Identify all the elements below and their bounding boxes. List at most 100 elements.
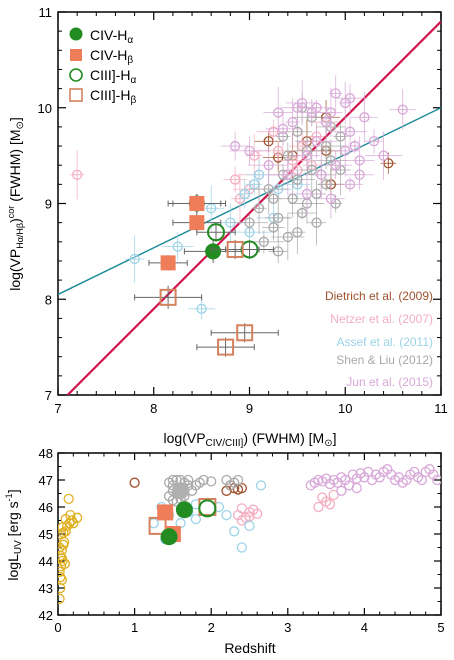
bottom-point-open-circle bbox=[58, 550, 66, 561]
legend-marker-civ-ha bbox=[69, 27, 83, 41]
bottom-point-open-circle bbox=[58, 572, 66, 583]
bottom-point-open-circle bbox=[236, 503, 247, 514]
top-y-tick-label: 10 bbox=[38, 101, 52, 116]
bottom-point-open-circle bbox=[129, 477, 140, 488]
top-y-tick-label: 8 bbox=[45, 292, 52, 307]
top-x-tick-label: 9 bbox=[246, 401, 253, 416]
bottom-point-open-circle bbox=[432, 474, 441, 486]
work-point-civ-hb bbox=[189, 196, 205, 211]
work-point-ciii-ha bbox=[206, 223, 225, 242]
top-ticks: 7 8 9 10 11 7 8 9 10 11 bbox=[38, 5, 448, 416]
work-point-ciii-hb bbox=[226, 240, 244, 258]
top-y-tick-label: 9 bbox=[45, 197, 52, 212]
work-point-ciii-hb bbox=[217, 338, 235, 356]
bottom-point-open-circle bbox=[313, 501, 324, 513]
legend-label-ciii-hb: CIII]-Hβ bbox=[90, 87, 136, 106]
work-point-ciii-hb bbox=[159, 288, 177, 306]
bottom-y-tick-label: 43 bbox=[39, 581, 53, 596]
bottom-x-tick-label: 2 bbox=[208, 620, 215, 635]
bottom-point-open-circle bbox=[198, 499, 217, 518]
lit-legend-dietrich: Dietrich et al. (2009) bbox=[325, 289, 433, 303]
bottom-x-tick-label: 3 bbox=[284, 620, 291, 635]
bottom-point-open-circle bbox=[317, 492, 328, 503]
bottom-point-open-circle bbox=[58, 566, 65, 577]
legend-marker-ciii-hb bbox=[69, 88, 83, 102]
bottom-point-filled-circle bbox=[175, 501, 193, 519]
bottom-point-open-circle bbox=[255, 480, 267, 491]
bottom-point-open-circle bbox=[148, 518, 159, 529]
top-y-tick-label: 11 bbox=[39, 5, 53, 20]
work-point-civ-hb bbox=[160, 255, 176, 271]
top-x-tick-label: 10 bbox=[338, 401, 352, 416]
bottom-points bbox=[58, 464, 441, 604]
bottom-point-open-circle bbox=[351, 482, 362, 494]
bottom-point-open-circle bbox=[236, 542, 247, 553]
bottom-y-axis-label: logLUV [erg s-1] bbox=[4, 489, 24, 580]
bottom-point-open-circle bbox=[167, 474, 179, 486]
bottom-point-open-circle bbox=[252, 508, 263, 519]
bottom-point-open-circle bbox=[190, 480, 202, 491]
bottom-point-open-circle bbox=[58, 582, 66, 594]
bottom-x-tick-label: 1 bbox=[131, 620, 138, 635]
work-point-civ-ha bbox=[205, 243, 222, 260]
literature-legend: Dietrich et al. (2009) Netzer et al. (20… bbox=[325, 289, 433, 389]
bottom-point-filled-circle bbox=[172, 482, 190, 500]
legend-label-civ-hb: CIV-Hβ bbox=[90, 47, 133, 66]
work-point-civ-hb bbox=[189, 215, 205, 231]
top-literature-points bbox=[69, 75, 416, 320]
bottom-point-open-circle bbox=[206, 476, 217, 487]
bottom-point-open-circle bbox=[183, 474, 194, 486]
legend-label-ciii-ha: CIII]-Hα bbox=[90, 67, 136, 86]
lit-legend-assef: Assef et al. (2011) bbox=[337, 335, 434, 349]
bottom-point-filled-circle bbox=[160, 528, 178, 546]
top-this-work-points bbox=[134, 193, 279, 357]
lit-legend-jun: Jun et al. (2015) bbox=[346, 375, 433, 389]
legend: CIV-Hα CIV-Hβ CIII]-Hα CIII]-Hβ bbox=[69, 27, 136, 106]
bottom-x-tick-label: 4 bbox=[361, 620, 368, 635]
top-y-tick-label: 7 bbox=[45, 388, 52, 403]
bottom-point-open-circle bbox=[63, 493, 74, 505]
top-y-axis-label: log(VPHα/Hβ)cor (FWHM) [M⊙] bbox=[6, 117, 26, 291]
bottom-point-open-circle bbox=[58, 593, 65, 604]
bottom-y-tick-label: 47 bbox=[39, 473, 53, 488]
lit-legend-netzer: Netzer et al. (2007) bbox=[330, 312, 433, 326]
bottom-point-open-circle bbox=[190, 514, 202, 525]
bottom-point-filled-square bbox=[157, 504, 174, 521]
bottom-y-tick-label: 48 bbox=[39, 446, 53, 461]
bottom-point-open-circle bbox=[72, 512, 83, 523]
bottom-point-open-circle bbox=[229, 526, 240, 537]
bottom-y-tick-label: 46 bbox=[39, 500, 53, 515]
bottom-y-tick-label: 44 bbox=[39, 554, 53, 569]
bottom-y-tick-label: 45 bbox=[39, 527, 53, 542]
bottom-point-open-circle bbox=[221, 509, 232, 521]
top-x-tick-label: 7 bbox=[54, 401, 61, 416]
bottom-point-open-circle bbox=[66, 515, 77, 526]
top-x-axis-label: log(VPCIV/CIII]) (FWHM) [M⊙] bbox=[164, 430, 337, 449]
bottom-plot-frame bbox=[57, 452, 442, 616]
bottom-point-open-circle bbox=[225, 480, 236, 491]
bottom-point-open-circle bbox=[232, 474, 244, 486]
legend-marker-ciii-ha bbox=[69, 68, 83, 82]
bottom-point-open-circle bbox=[65, 509, 76, 521]
top-x-tick-label: 11 bbox=[434, 401, 448, 416]
bottom-x-axis-label: Redshift bbox=[224, 640, 275, 656]
bottom-point-open-circle bbox=[58, 553, 67, 564]
bottom-point-open-circle bbox=[324, 499, 336, 510]
legend-marker-civ-hb bbox=[70, 49, 82, 61]
fit-line bbox=[58, 107, 441, 296]
bottom-y-tick-label: 42 bbox=[39, 608, 53, 623]
legend-label-civ-ha: CIV-Hα bbox=[90, 27, 133, 46]
bottom-x-tick-label: 5 bbox=[437, 620, 444, 635]
lit-legend-shen: Shen & Liu (2012) bbox=[336, 353, 433, 367]
bottom-point-open-circle bbox=[58, 527, 69, 538]
top-x-tick-label: 8 bbox=[150, 401, 157, 416]
bottom-point-open-circle bbox=[416, 474, 428, 486]
top-panel: 7 8 9 10 11 7 8 9 10 11 CIV-Hα CIV-Hβ CIII]-Hα CI… bbox=[6, 5, 448, 449]
bottom-point-open-circle bbox=[59, 558, 71, 569]
bottom-point-open-circle bbox=[198, 474, 209, 486]
bottom-point-open-circle bbox=[336, 485, 347, 496]
bottom-x-tick-label: 0 bbox=[54, 620, 61, 635]
work-point-ciii-hb bbox=[236, 324, 254, 342]
